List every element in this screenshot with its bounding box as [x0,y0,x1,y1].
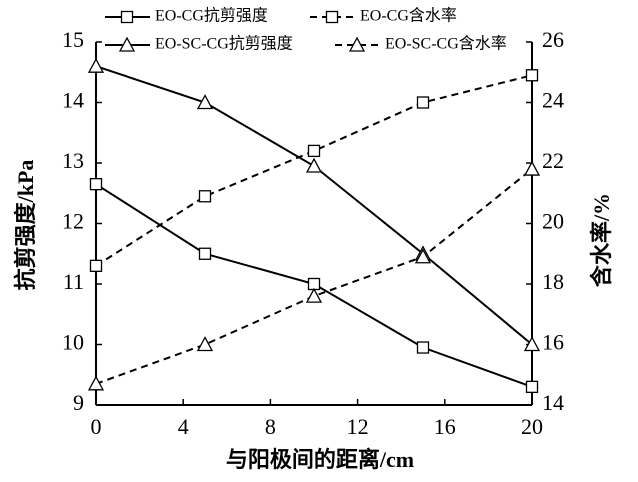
marker [307,144,321,158]
y2-tick-label: 14 [542,390,564,415]
y-tick-label: 9 [73,390,84,415]
marker [525,380,539,394]
marker [325,10,339,24]
marker [198,190,212,203]
y2-tick-label: 26 [542,27,564,52]
marker [414,248,432,264]
y2-tick-label: 24 [542,88,564,113]
x-tick-label: 20 [521,414,543,439]
legend-label: EO-SC-CG抗剪强度 [155,35,293,53]
y-tick-label: 14 [62,88,84,113]
marker [87,57,105,73]
marker [416,96,430,109]
x-tick-label: 16 [434,414,456,439]
y2-tick-label: 18 [542,269,564,294]
x-tick-label: 0 [91,414,102,439]
marker [348,36,366,52]
y2-axis-title: 含水率/% [589,193,614,287]
marker [198,247,212,260]
marker [120,10,134,24]
legend-label: EO-CG含水率 [360,7,457,25]
marker [89,259,103,273]
marker [523,336,541,352]
marker [89,178,103,191]
y-tick-label: 12 [62,209,84,234]
y2-tick-label: 20 [542,209,564,234]
y-tick-label: 10 [62,330,84,355]
legend-label: EO-CG抗剪强度 [155,7,268,25]
y-tick-label: 13 [62,148,84,173]
legend-label: EO-SC-CG含水率 [385,35,507,53]
x-tick-label: 12 [347,414,369,439]
x-tick-label: 8 [265,414,276,439]
marker [196,336,214,352]
y-tick-label: 15 [62,27,84,52]
marker [416,341,430,354]
y2-tick-label: 16 [542,330,564,355]
marker [523,160,541,176]
series-line [95,65,533,346]
marker [87,375,105,391]
x-tick-label: 4 [178,414,189,439]
y2-tick-label: 22 [542,148,564,173]
marker [305,157,323,173]
marker [525,69,539,82]
marker [196,94,214,110]
marker [305,287,323,303]
y-axis-title: 抗剪强度/kPa [13,160,38,291]
y-tick-label: 11 [63,269,84,294]
series-line [95,168,533,385]
series-line [95,74,533,267]
marker [118,36,136,52]
x-axis-title: 与阳极间的距离/cm [226,447,414,472]
